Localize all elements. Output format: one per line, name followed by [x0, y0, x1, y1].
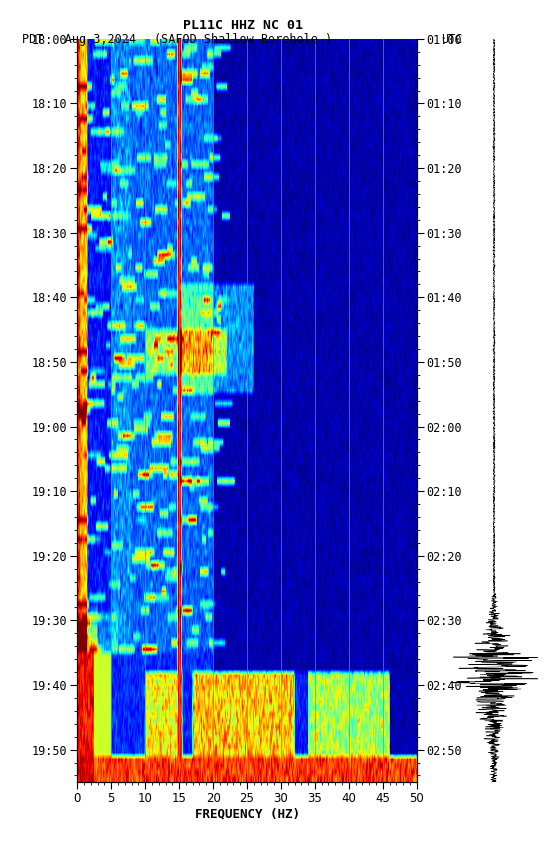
Text: PDT   Aug 3,2024: PDT Aug 3,2024	[22, 33, 136, 46]
Text: PL11C HHZ NC 01: PL11C HHZ NC 01	[183, 19, 303, 32]
Text: (SAFOD Shallow Borehole ): (SAFOD Shallow Borehole )	[154, 33, 332, 46]
X-axis label: FREQUENCY (HZ): FREQUENCY (HZ)	[194, 808, 300, 821]
Text: UTC: UTC	[442, 33, 463, 46]
